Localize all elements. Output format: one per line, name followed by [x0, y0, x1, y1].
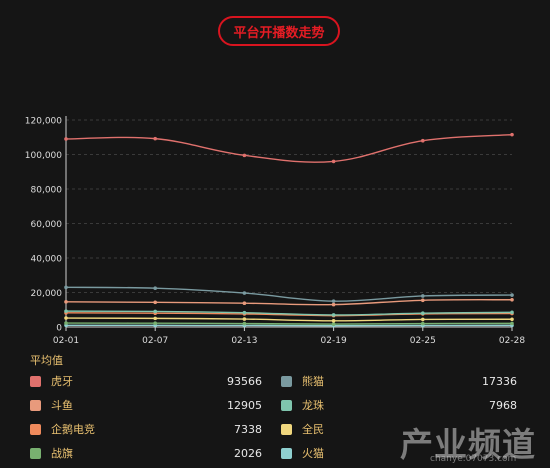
legend-label: 虎牙	[51, 375, 73, 388]
data-point	[64, 316, 68, 320]
legend-label: 全民	[302, 423, 324, 436]
data-point	[421, 138, 425, 143]
legend-item: 龙珠 7968	[281, 397, 517, 413]
data-point	[242, 321, 247, 326]
y-tick-label: 60,000	[31, 220, 63, 230]
data-point	[331, 302, 336, 307]
data-point	[153, 316, 157, 321]
legend-value: 17336	[482, 374, 517, 388]
y-tick-label: 80,000	[31, 186, 63, 196]
legend-value: 7968	[489, 398, 517, 412]
x-tick-label: 02-13	[231, 336, 257, 346]
legend-swatch	[281, 447, 292, 459]
chart-title: 平台开播数走势	[218, 16, 340, 46]
data-point	[64, 285, 68, 290]
legend-swatch	[30, 399, 41, 411]
data-point	[331, 322, 336, 326]
data-point	[64, 300, 68, 304]
data-point	[153, 300, 157, 305]
legend-value: 2026	[234, 446, 262, 460]
data-point	[331, 159, 336, 164]
data-point	[510, 310, 514, 315]
data-point	[242, 153, 247, 158]
series-line	[65, 322, 513, 325]
legend-label: 熊猫	[302, 375, 324, 388]
y-tick-label: 0	[56, 324, 62, 334]
legend-swatch	[30, 447, 41, 459]
legend-value: 7338	[234, 422, 262, 436]
data-point	[331, 299, 336, 303]
data-point	[510, 317, 514, 322]
legend-swatch	[281, 423, 292, 435]
legend-label: 战旗	[51, 447, 73, 460]
data-point	[242, 317, 247, 321]
data-point	[153, 309, 157, 314]
y-tick-label: 120,000	[25, 117, 62, 127]
data-point	[510, 293, 514, 297]
x-tick-label: 02-25	[410, 336, 436, 346]
data-point	[242, 291, 247, 295]
legend-swatch	[281, 399, 292, 411]
data-point	[153, 136, 157, 141]
series-line	[65, 133, 513, 163]
data-point	[331, 313, 336, 317]
data-point	[64, 321, 68, 325]
data-point	[64, 309, 68, 313]
x-tick-label: 02-28	[499, 336, 525, 346]
data-point	[421, 311, 425, 316]
x-tick-label: 02-07	[142, 336, 168, 346]
data-point	[421, 298, 425, 303]
legend-item: 火猫	[281, 445, 517, 461]
legend-value: 93566	[227, 374, 262, 388]
data-point	[331, 318, 336, 323]
legend-item: 全民	[281, 421, 517, 437]
legend-label: 斗鱼	[51, 399, 73, 412]
legend-label: 龙珠	[302, 399, 324, 412]
legend-label: 企鹅电竞	[51, 423, 95, 436]
data-point	[421, 294, 425, 298]
x-tick-label: 02-19	[321, 336, 347, 346]
series-line	[65, 286, 513, 302]
data-point	[242, 310, 247, 315]
x-tick-label: 02-01	[53, 336, 79, 346]
legend-swatch	[281, 375, 292, 387]
series-line	[65, 310, 513, 316]
data-point	[242, 301, 247, 305]
data-point	[421, 317, 425, 322]
series-line	[65, 312, 513, 317]
legend-swatch	[30, 375, 41, 387]
watermark-logo: 产业频道	[400, 425, 536, 464]
y-tick-label: 20,000	[31, 289, 63, 299]
data-point	[510, 132, 514, 137]
data-point	[153, 321, 157, 326]
legend-swatch	[30, 423, 41, 435]
line-chart: 0 20,000 40,000 60,000 80,000 100,000 120,000 0…	[25, 116, 525, 346]
data-point	[153, 286, 157, 290]
legend-item: 熊猫 17336	[281, 373, 517, 389]
legend-item: 企鹅电竞 7338	[30, 421, 262, 437]
legend-value: 12905	[227, 398, 262, 412]
y-tick-label: 100,000	[25, 151, 62, 161]
data-point	[421, 321, 425, 326]
legend-item: 斗鱼 12905	[30, 397, 262, 413]
legend-title: 平均值	[30, 354, 63, 367]
data-point	[64, 137, 68, 141]
legend-item: 战旗 2026	[30, 445, 262, 461]
watermark-url: chanye.07073.com	[430, 454, 517, 464]
legend-item: 虎牙 93566	[30, 373, 262, 389]
series-line	[65, 317, 513, 322]
data-point	[510, 297, 514, 302]
y-tick-label: 40,000	[31, 255, 63, 265]
series-line	[65, 299, 513, 306]
data-point	[510, 321, 514, 326]
legend-label: 火猫	[302, 447, 324, 460]
